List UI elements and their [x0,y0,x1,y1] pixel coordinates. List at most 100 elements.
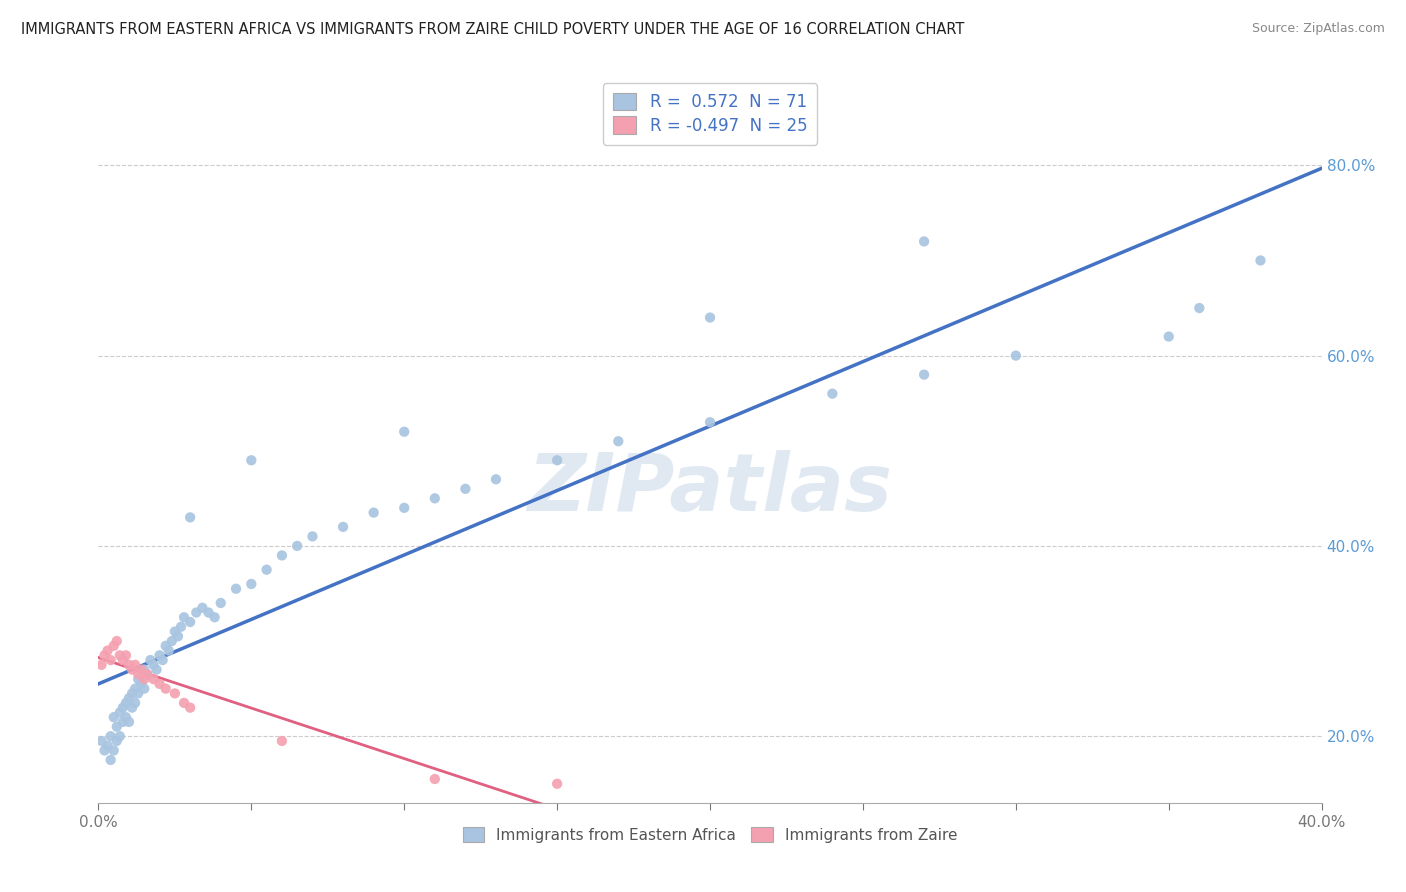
Point [111,714,134,729]
Point [103,639,125,653]
Point [699,310,721,325]
Point [129,677,152,691]
Point [90,657,112,672]
Point [332,520,354,534]
Point [301,529,323,543]
Point [485,472,508,486]
Point [111,700,134,714]
Point [124,696,146,710]
Point [115,710,138,724]
Point [240,453,263,467]
Point [129,663,152,677]
Point [821,386,844,401]
Point [179,615,201,629]
Point [127,672,149,686]
Point [912,235,935,249]
Point [152,653,174,667]
Text: IMMIGRANTS FROM EASTERN AFRICA VS IMMIGRANTS FROM ZAIRE CHILD POVERTY UNDER THE : IMMIGRANTS FROM EASTERN AFRICA VS IMMIGR… [21,22,965,37]
Point [423,491,446,506]
Point [105,720,128,734]
Point [392,425,416,439]
Point [270,549,292,563]
Point [105,734,128,748]
Point [186,606,208,620]
Point [124,657,146,672]
Point [115,648,138,663]
Point [93,743,115,757]
Point [111,653,134,667]
Point [139,653,162,667]
Point [363,506,385,520]
Point [163,686,186,700]
Point [209,596,232,610]
Point [157,643,180,657]
Point [699,415,721,429]
Point [115,696,138,710]
Point [118,691,141,706]
Point [149,677,172,691]
Point [607,434,630,449]
Point [127,667,149,681]
Point [103,710,125,724]
Legend: Immigrants from Eastern Africa, Immigrants from Zaire: Immigrants from Eastern Africa, Immigran… [457,821,963,848]
Point [1188,301,1211,315]
Point [145,663,167,677]
Point [93,648,115,663]
Point [1157,329,1180,343]
Point [149,648,172,663]
Point [100,753,122,767]
Point [108,729,131,743]
Point [136,667,159,681]
Point [204,610,226,624]
Point [121,700,143,714]
Text: ZIPatlas: ZIPatlas [527,450,893,528]
Point [108,648,131,663]
Point [118,657,141,672]
Point [97,739,120,753]
Point [285,539,308,553]
Point [270,734,292,748]
Point [173,610,195,624]
Point [170,620,193,634]
Point [142,672,165,686]
Point [155,639,177,653]
Point [163,624,186,639]
Point [121,686,143,700]
Point [1004,349,1026,363]
Point [225,582,247,596]
Point [240,577,263,591]
Point [546,453,568,467]
Point [136,667,159,681]
Point [108,706,131,720]
Point [155,681,177,696]
Point [197,606,219,620]
Point [103,743,125,757]
Point [1249,253,1271,268]
Point [105,634,128,648]
Text: Source: ZipAtlas.com: Source: ZipAtlas.com [1251,22,1385,36]
Point [179,700,201,714]
Point [454,482,477,496]
Point [124,681,146,696]
Point [546,777,568,791]
Point [127,686,149,700]
Point [121,663,143,677]
Point [134,681,156,696]
Point [173,696,195,710]
Point [100,729,122,743]
Point [160,634,183,648]
Point [256,563,278,577]
Point [423,772,446,786]
Point [118,714,141,729]
Point [90,734,112,748]
Point [392,500,416,515]
Point [167,629,190,643]
Point [912,368,935,382]
Point [179,510,201,524]
Point [134,672,156,686]
Point [97,643,120,657]
Point [142,657,165,672]
Point [191,600,214,615]
Point [134,663,156,677]
Point [100,653,122,667]
